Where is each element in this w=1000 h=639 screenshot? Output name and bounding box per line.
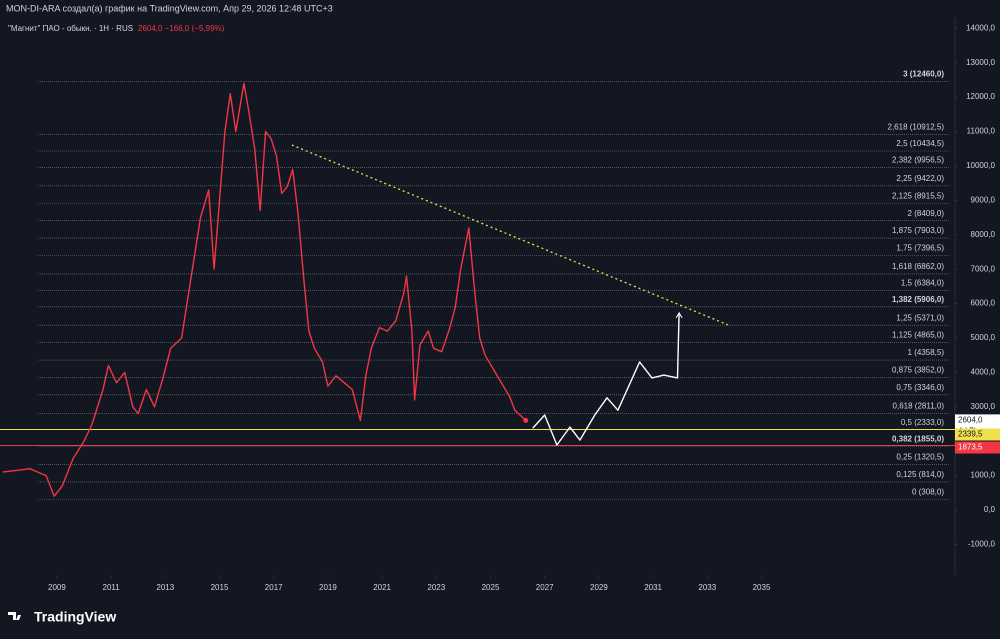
x-tick-label: 2021 — [373, 583, 391, 592]
x-tick-label: 2031 — [644, 583, 662, 592]
fib-label: 3 (12460,0) — [903, 69, 944, 78]
fib-label: 1 (4358,5) — [908, 348, 945, 357]
fib-label: 0,75 (3346,0) — [896, 383, 944, 392]
y-tick-label: 6000,0 — [971, 299, 996, 308]
price-badge — [955, 428, 1000, 441]
y-tick-label: 3000,0 — [971, 402, 996, 411]
fib-label: 0,25 (1320,5) — [896, 453, 944, 462]
y-tick-label: -1000,0 — [968, 539, 996, 548]
fib-label: 2,125 (8915,5) — [892, 191, 944, 200]
fib-label: 1,125 (4865,0) — [892, 331, 944, 340]
fib-label: 0,382 (1855,0) — [892, 434, 944, 443]
x-tick-label: 2033 — [698, 583, 716, 592]
y-tick-label: 11000,0 — [967, 127, 996, 136]
x-tick-label: 2009 — [48, 583, 66, 592]
trendline — [291, 144, 729, 326]
legend-quote: 2604,0 −166,0 (−5,99%) — [138, 24, 225, 33]
fib-label: 1,875 (7903,0) — [892, 226, 944, 235]
x-tick-label: 2027 — [536, 583, 554, 592]
y-tick-label: 9000,0 — [971, 195, 996, 204]
price-badge-label: 2339,5 — [958, 430, 983, 439]
y-tick-label: 13000,0 — [966, 58, 995, 67]
price-series — [2, 82, 527, 497]
fib-label: 1,382 (5906,0) — [892, 295, 944, 304]
price-badge — [955, 441, 1000, 454]
fib-label: 1,618 (6862,0) — [892, 262, 944, 271]
y-tick-label: 14000,0 — [966, 23, 995, 32]
legend-symbol: "Магнит" ПАО - обыкн. · 1H · RUS — [8, 24, 133, 33]
x-tick-label: 2011 — [103, 583, 121, 592]
y-tick-label: 10000,0 — [966, 161, 995, 170]
x-tick-label: 2013 — [156, 583, 174, 592]
x-tick-label: 2019 — [319, 583, 337, 592]
arrow-head — [675, 311, 683, 319]
fib-label: 1,25 (5371,0) — [896, 313, 944, 322]
price-badge-label: 1873,5 — [958, 443, 983, 452]
brand-logo: TradingView — [8, 609, 116, 625]
fib-label: 0,875 (3852,0) — [892, 366, 944, 375]
fib-label: 1,5 (6384,0) — [901, 278, 944, 287]
y-tick-label: 1000,0 — [971, 471, 996, 480]
x-tick-label: 2025 — [482, 583, 500, 592]
fib-label: 0,618 (2811,0) — [893, 401, 945, 410]
brand: TradingView — [34, 609, 116, 625]
fib-label: 2,382 (9956,5) — [892, 156, 944, 165]
fib-label: 2 (8409,0) — [908, 209, 945, 218]
fib-label: 1,75 (7396,5) — [896, 244, 944, 253]
fib-label: 0 (308,0) — [912, 487, 944, 496]
fib-label: 0,125 (814,0) — [896, 470, 944, 479]
x-tick-label: 2017 — [265, 583, 283, 592]
fib-label: 2,5 (10434,5) — [896, 139, 944, 148]
y-tick-label: 0,0 — [984, 505, 996, 514]
fib-label: 2,25 (9422,0) — [896, 174, 944, 183]
last-point — [523, 417, 529, 423]
x-tick-label: 2035 — [753, 583, 771, 592]
y-tick-label: 5000,0 — [971, 333, 996, 342]
last-price-label: 2604,0 — [958, 415, 983, 424]
x-tick-label: 2029 — [590, 583, 608, 592]
y-tick-label: 7000,0 — [971, 264, 996, 273]
y-tick-label: 8000,0 — [971, 230, 996, 239]
header: MON-DI-ARA создал(а) график на TradingVi… — [6, 3, 333, 13]
price-series — [532, 312, 680, 446]
y-tick-label: 12000,0 — [966, 92, 995, 101]
y-tick-label: 4000,0 — [971, 367, 996, 376]
x-tick-label: 2015 — [211, 583, 229, 592]
fib-label: 2,618 (10912,5) — [888, 123, 945, 132]
x-tick-label: 2023 — [427, 583, 445, 592]
fib-label: 0,5 (2333,0) — [901, 418, 944, 427]
